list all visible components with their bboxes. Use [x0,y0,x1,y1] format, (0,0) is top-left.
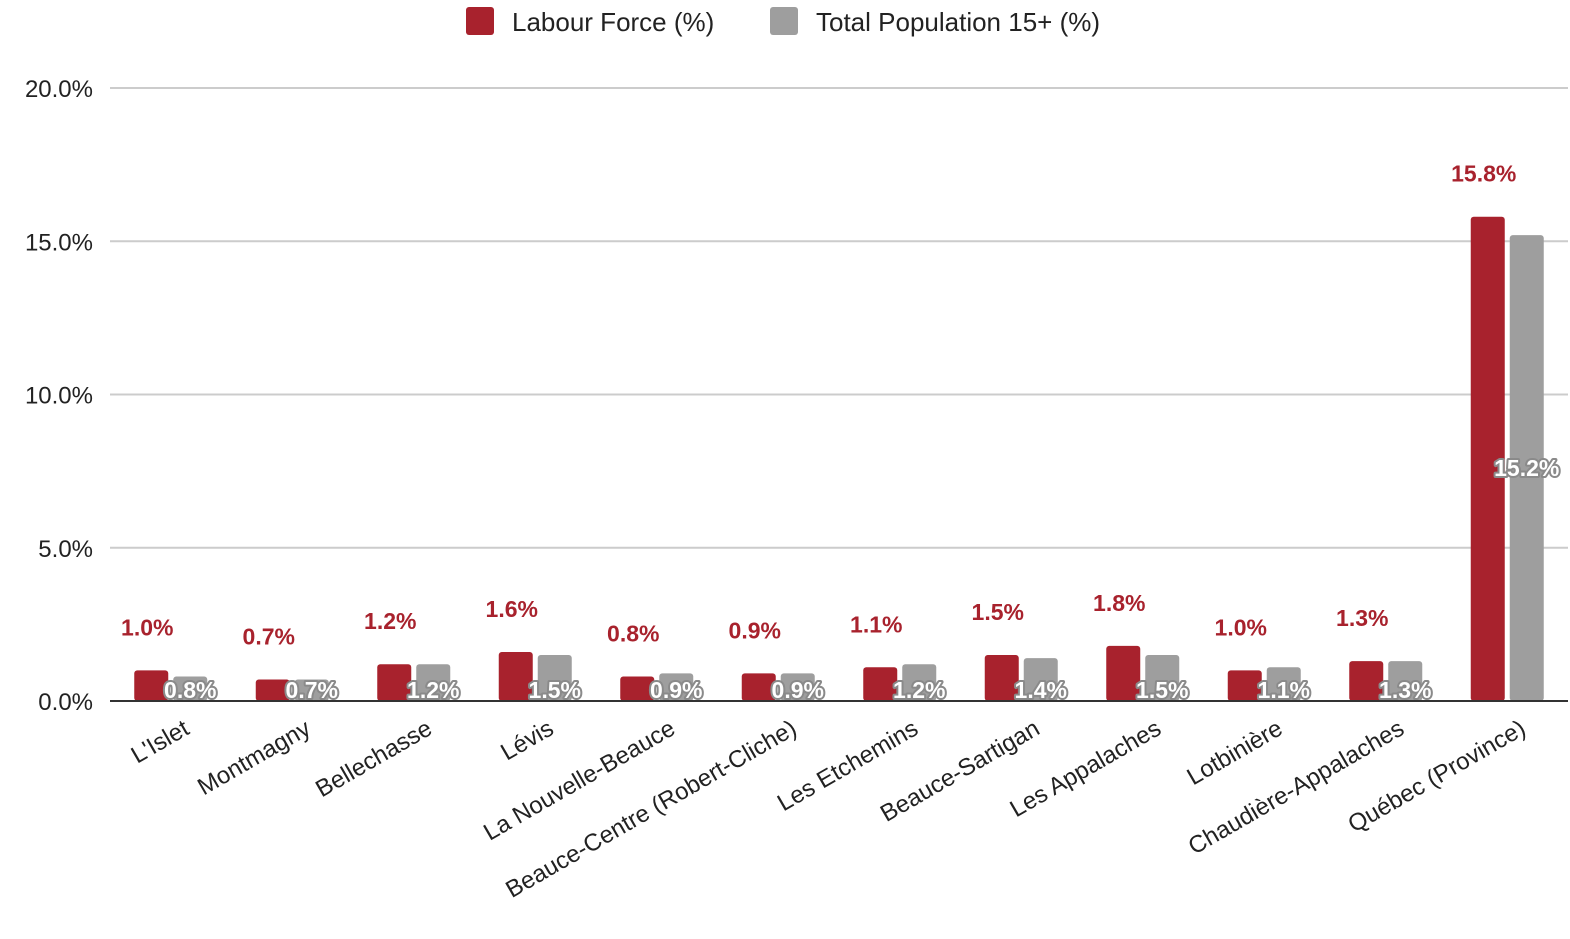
data-label-labour-force: 1.0% [121,614,173,640]
x-tick-label: Chaudière-Appalaches [1184,715,1409,860]
bar-total-population [659,673,694,701]
x-tick-label: Lotbinière [1182,715,1287,791]
data-labels: 1.0% 0.8% 0.7% 0.7% 1.2% 1.2% 1.6% 1.5% 0.8% 0.9%… [121,161,1561,705]
bar-total-population [1388,661,1423,701]
legend-label-labour-force: Labour Force (%) [512,7,714,37]
data-label-labour-force: 15.8% [1451,161,1516,187]
data-label-total-population: 15.2% [1494,455,1559,481]
legend: Labour Force (%) Total Population 15+ (%… [466,7,1100,37]
data-label-total-population: 0.9% [650,677,702,703]
data-label-total-population: 1.5% [529,677,581,703]
y-tick-label: 5.0% [38,536,93,563]
bar-labour-force [1349,661,1384,701]
bar-labour-force [1227,670,1262,701]
y-tick-label: 15.0% [25,229,93,256]
bar-total-population [294,679,329,701]
y-tick-label: 0.0% [38,689,93,716]
bar-labour-force [1470,216,1505,702]
data-label-labour-force: 1.5% [972,599,1024,625]
data-label-labour-force: 1.8% [1093,590,1145,616]
data-label-total-population: 1.5% [1136,677,1188,703]
data-label-total-population: 1.2% [407,677,459,703]
legend-swatch-total-population [770,7,798,35]
legend-label-total-population: Total Population 15+ (%) [816,7,1100,37]
bar-total-population [1266,667,1301,701]
data-label-total-population: 1.2% [893,677,945,703]
bar-total-population [1145,655,1180,701]
bars [134,216,1544,702]
bar-total-population [780,673,815,701]
y-tick-label: 20.0% [25,76,93,103]
bar-total-population [902,664,937,701]
bar-labour-force [1106,645,1141,701]
data-label-total-population: 1.1% [1258,677,1310,703]
bar-labour-force [984,655,1019,701]
data-label-labour-force: 0.9% [729,617,781,643]
x-tick-label: Bellechasse [311,715,437,803]
data-label-labour-force: 1.3% [1336,605,1388,631]
bar-labour-force [377,664,412,701]
y-axis-ticks: 0.0% 5.0% 10.0% 15.0% 20.0% [25,76,93,716]
data-label-labour-force: 1.0% [1215,614,1267,640]
data-label-labour-force: 1.2% [364,608,416,634]
y-tick-label: 10.0% [25,383,93,410]
bar-labour-force [134,670,169,701]
data-label-labour-force: 1.6% [486,596,538,622]
bar-total-population [1509,235,1544,701]
bar-total-population [173,676,208,701]
data-label-labour-force: 0.8% [607,620,659,646]
bar-labour-force [620,676,655,701]
x-tick-label: Lévis [496,715,558,766]
x-tick-label: L'Islet [127,715,194,770]
bar-labour-force [741,673,776,701]
data-label-total-population: 0.9% [772,677,824,703]
data-label-total-population: 1.3% [1379,677,1431,703]
data-label-total-population: 0.7% [286,677,338,703]
bar-total-population [1023,658,1058,701]
legend-swatch-labour-force [466,7,494,35]
x-tick-label: Montmagny [193,715,315,801]
gridlines [110,87,1568,549]
data-label-labour-force: 0.7% [243,624,295,650]
bar-labour-force [255,679,290,701]
bar-total-population [416,664,451,701]
bar-total-population [537,655,572,701]
data-label-total-population: 1.4% [1015,677,1067,703]
data-label-labour-force: 1.1% [850,611,902,637]
bar-labour-force [498,651,533,701]
data-label-total-population: 0.8% [164,677,216,703]
bar-labour-force [863,667,898,701]
